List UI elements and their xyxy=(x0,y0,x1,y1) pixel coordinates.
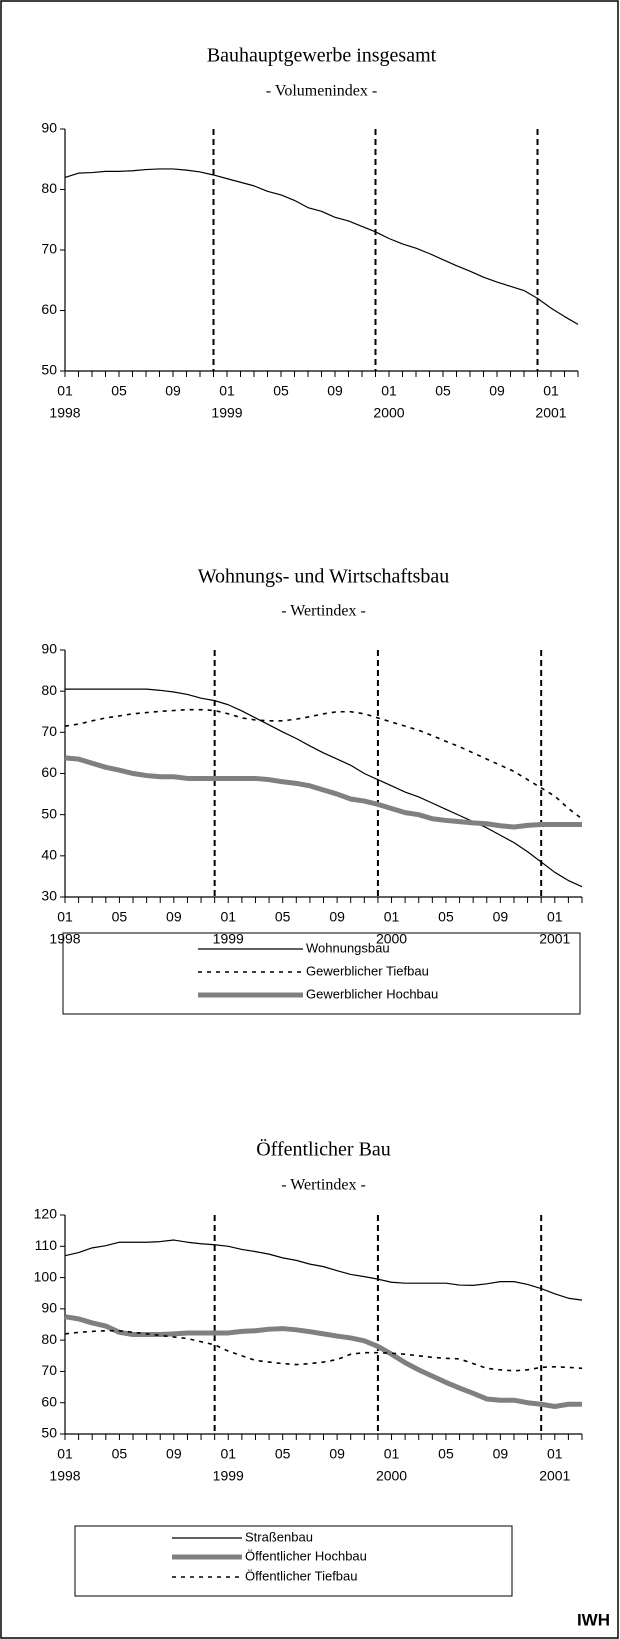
x-year-label: 2000 xyxy=(376,931,407,947)
chart-subtitle: - Wertindex - xyxy=(281,603,366,620)
y-tick-label: 60 xyxy=(41,764,57,780)
x-year-label: 1998 xyxy=(49,931,80,947)
data-line xyxy=(64,1329,583,1372)
x-year-label: 1999 xyxy=(213,931,244,947)
data-line xyxy=(64,708,583,820)
x-year-label: 2001 xyxy=(539,1468,570,1484)
legend-box xyxy=(62,932,581,1015)
y-tick-label: 40 xyxy=(41,847,57,863)
x-year-label: 1998 xyxy=(49,1468,80,1484)
x-tick-label: 05 xyxy=(275,909,291,925)
x-tick-label: 01 xyxy=(219,383,235,399)
x-tick-label: 09 xyxy=(489,383,505,399)
chart-subtitle: - Volumenindex - xyxy=(266,83,377,100)
y-tick-label: 70 xyxy=(41,1362,57,1378)
x-year-label: 2001 xyxy=(535,405,566,421)
y-tick-label: 70 xyxy=(41,241,57,257)
data-line xyxy=(65,688,583,888)
y-tick-label: 80 xyxy=(41,180,57,196)
y-tick-label: 50 xyxy=(41,362,57,378)
x-tick-label: 05 xyxy=(435,383,451,399)
x-year-label: 2000 xyxy=(373,405,404,421)
chart-title: Öffentlicher Bau xyxy=(256,1138,391,1161)
data-line xyxy=(64,168,579,325)
y-tick-label: 90 xyxy=(41,120,57,136)
x-tick-label: 05 xyxy=(273,383,289,399)
legend-label: Öffentlicher Hochbau xyxy=(245,1548,367,1563)
x-tick-label: 05 xyxy=(111,383,127,399)
legend-label: Öffentlicher Tiefbau xyxy=(245,1568,358,1583)
x-tick-label: 09 xyxy=(329,909,345,925)
x-year-label: 1999 xyxy=(211,405,242,421)
y-tick-label: 70 xyxy=(41,723,57,739)
y-tick-label: 120 xyxy=(34,1206,58,1222)
x-tick-label: 01 xyxy=(543,383,559,399)
x-tick-label: 09 xyxy=(166,1446,182,1462)
x-year-label: 2000 xyxy=(376,1468,407,1484)
x-tick-label: 05 xyxy=(275,1446,291,1462)
x-tick-label: 01 xyxy=(547,909,563,925)
y-tick-label: 80 xyxy=(41,682,57,698)
y-tick-label: 30 xyxy=(41,888,57,904)
y-tick-label: 100 xyxy=(34,1268,58,1284)
y-tick-label: 90 xyxy=(41,1300,57,1316)
x-tick-label: 01 xyxy=(547,1446,563,1462)
chart-title: Wohnungs- und Wirtschaftsbau xyxy=(198,566,450,588)
legend-label: Wohnungsbau xyxy=(306,940,390,955)
y-tick-label: 80 xyxy=(41,1331,57,1347)
data-line xyxy=(64,755,582,830)
legend-label: Straßenbau xyxy=(245,1529,313,1544)
x-tick-label: 09 xyxy=(165,383,181,399)
legend-box xyxy=(74,1525,513,1597)
chart-subtitle: - Wertindex - xyxy=(281,1177,366,1194)
x-tick-label: 01 xyxy=(57,1446,73,1462)
y-tick-label: 50 xyxy=(41,805,57,821)
y-tick-label: 90 xyxy=(41,641,57,657)
x-tick-label: 01 xyxy=(57,909,73,925)
x-tick-label: 09 xyxy=(493,1446,509,1462)
x-tick-label: 05 xyxy=(112,1446,128,1462)
y-tick-label: 110 xyxy=(35,1237,58,1253)
data-line xyxy=(64,1239,583,1301)
x-tick-label: 01 xyxy=(384,1446,400,1462)
x-tick-label: 01 xyxy=(220,909,236,925)
x-year-label: 2001 xyxy=(539,931,570,947)
x-tick-label: 01 xyxy=(381,383,397,399)
legend-label: Gewerblicher Tiefbau xyxy=(306,963,429,978)
x-tick-label: 05 xyxy=(112,909,128,925)
x-year-label: 1999 xyxy=(213,1468,244,1484)
x-tick-label: 05 xyxy=(438,1446,454,1462)
legend-label: Gewerblicher Hochbau xyxy=(306,986,438,1001)
x-tick-label: 09 xyxy=(329,1446,345,1462)
chart-title: Bauhauptgewerbe insgesamt xyxy=(207,45,437,67)
y-tick-label: 60 xyxy=(41,301,57,317)
y-tick-label: 60 xyxy=(41,1393,57,1409)
x-year-label: 1998 xyxy=(49,405,80,421)
x-tick-label: 01 xyxy=(384,909,400,925)
x-tick-label: 09 xyxy=(166,909,182,925)
y-tick-label: 50 xyxy=(41,1425,57,1441)
x-tick-label: 09 xyxy=(493,909,509,925)
data-line xyxy=(64,1314,582,1409)
x-tick-label: 05 xyxy=(438,909,454,925)
x-tick-label: 09 xyxy=(327,383,343,399)
x-tick-label: 01 xyxy=(220,1446,236,1462)
footer-logo: IWH xyxy=(577,1610,610,1629)
x-tick-label: 01 xyxy=(57,383,73,399)
